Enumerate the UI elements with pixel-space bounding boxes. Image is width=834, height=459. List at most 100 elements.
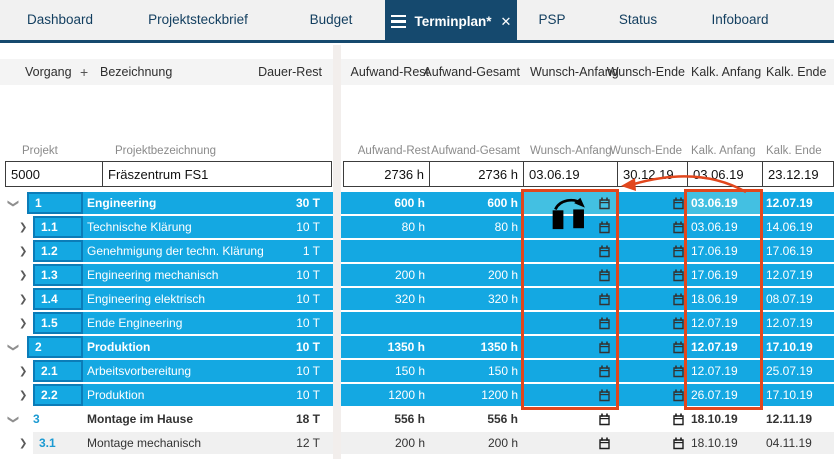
expand-chevron-icon[interactable]: ❯ xyxy=(19,221,28,233)
project-name-cell[interactable]: Fräszentrum FS1 xyxy=(102,161,332,187)
task-label[interactable]: Produktion xyxy=(87,340,151,354)
calendar-icon[interactable] xyxy=(598,341,611,354)
task-number[interactable]: 1.1 xyxy=(33,216,83,238)
col-kalk-anfang[interactable]: Kalk. Anfang xyxy=(691,65,762,79)
col-dauer-rest[interactable]: Dauer-Rest xyxy=(258,65,322,79)
task-label[interactable]: Montage im Hause xyxy=(87,412,194,426)
project-aufwand-rest-cell[interactable]: 2736 h xyxy=(343,161,430,187)
wunsch-anfang-cell[interactable] xyxy=(523,264,617,286)
aufwand-rest-cell[interactable]: 200 h xyxy=(394,436,425,450)
task-number[interactable]: 3 xyxy=(33,412,40,426)
kalk-ende-cell[interactable]: 12.07.19 xyxy=(766,316,813,330)
close-tab-icon[interactable]: ✕ xyxy=(500,13,512,29)
table-row[interactable]: ❯ 3.1 Montage mechanisch 12 T 200 h 200 … xyxy=(0,432,834,454)
task-label[interactable]: Ende Engineering xyxy=(87,316,183,330)
kalk-ende-cell[interactable]: 12.07.19 xyxy=(766,268,813,282)
wunsch-anfang-cell[interactable] xyxy=(523,312,617,334)
aufwand-gesamt-cell[interactable]: 556 h xyxy=(487,412,518,426)
kalk-anfang-cell[interactable]: 12.07.19 xyxy=(691,340,738,354)
kalk-ende-cell[interactable]: 04.11.19 xyxy=(766,436,812,450)
task-label[interactable]: Engineering mechanisch xyxy=(87,268,219,282)
calendar-icon[interactable] xyxy=(598,389,611,402)
aufwand-gesamt-cell[interactable]: 1200 h xyxy=(481,388,518,402)
wunsch-ende-cell[interactable] xyxy=(617,264,687,286)
expand-chevron-icon[interactable]: ❯ xyxy=(7,198,20,208)
calendar-icon[interactable] xyxy=(672,413,685,426)
aufwand-rest-cell[interactable] xyxy=(341,312,429,334)
aufwand-gesamt-cell[interactable] xyxy=(429,240,523,262)
calendar-icon[interactable] xyxy=(672,269,685,282)
table-row[interactable]: ❯ 3 Montage im Hause 18 T 556 h 556 h xyxy=(0,408,834,430)
kalk-anfang-cell[interactable]: 18.10.19 xyxy=(691,436,738,450)
task-number[interactable]: 1.2 xyxy=(33,240,83,262)
project-aufwand-gesamt-cell[interactable]: 2736 h xyxy=(429,161,524,187)
kalk-anfang-cell[interactable]: 03.06.19 xyxy=(691,220,738,234)
aufwand-rest-cell[interactable]: 320 h xyxy=(394,292,425,306)
wunsch-ende-cell[interactable] xyxy=(617,384,687,406)
kalk-anfang-cell[interactable]: 12.07.19 xyxy=(691,364,738,378)
task-number[interactable]: 1.3 xyxy=(33,264,83,286)
calendar-icon[interactable] xyxy=(672,245,685,258)
kalk-ende-cell[interactable]: 17.10.19 xyxy=(766,388,813,402)
kalk-ende-cell[interactable]: 12.11.19 xyxy=(766,412,813,426)
calendar-icon[interactable] xyxy=(598,437,611,450)
expand-chevron-icon[interactable]: ❯ xyxy=(19,389,28,401)
expand-chevron-icon[interactable]: ❯ xyxy=(19,293,28,305)
aufwand-rest-cell[interactable]: 600 h xyxy=(394,196,425,210)
col-kalk-ende[interactable]: Kalk. Ende xyxy=(766,65,827,79)
table-row[interactable]: ❯ 1.3 Engineering mechanisch 10 T 200 h … xyxy=(0,264,834,286)
expand-chevron-icon[interactable]: ❯ xyxy=(7,342,20,352)
calendar-icon[interactable] xyxy=(672,317,685,330)
kalk-anfang-cell[interactable]: 12.07.19 xyxy=(691,316,738,330)
expand-chevron-icon[interactable]: ❯ xyxy=(19,317,28,329)
kalk-ende-cell[interactable]: 14.06.19 xyxy=(766,220,813,234)
wunsch-anfang-cell[interactable] xyxy=(523,432,617,454)
task-label[interactable]: Produktion xyxy=(87,388,145,402)
calendar-icon[interactable] xyxy=(672,437,685,450)
menu-icon[interactable] xyxy=(390,14,406,29)
wunsch-anfang-cell[interactable] xyxy=(523,240,617,262)
dauer-rest-value[interactable]: 18 T xyxy=(295,412,320,426)
dauer-rest-value[interactable]: 10 T xyxy=(295,340,320,354)
expand-chevron-icon[interactable]: ❯ xyxy=(19,437,28,449)
aufwand-gesamt-cell[interactable]: 150 h xyxy=(487,364,518,378)
task-number[interactable]: 2 xyxy=(27,336,83,358)
wunsch-anfang-cell[interactable] xyxy=(523,384,617,406)
task-number[interactable]: 2.2 xyxy=(33,384,83,406)
dauer-rest-value[interactable]: 10 T xyxy=(296,316,320,330)
aufwand-gesamt-cell[interactable] xyxy=(429,312,523,334)
dauer-rest-value[interactable]: 10 T xyxy=(296,292,320,306)
dauer-rest-value[interactable]: 1 T xyxy=(302,244,320,258)
aufwand-gesamt-cell[interactable]: 1350 h xyxy=(480,340,518,354)
dauer-rest-value[interactable]: 10 T xyxy=(296,364,320,378)
table-row[interactable]: ❯ 1.2 Genehmigung der techn. Klärung 1 T xyxy=(0,240,834,262)
calendar-icon[interactable] xyxy=(598,245,611,258)
aufwand-rest-cell[interactable]: 150 h xyxy=(394,364,425,378)
aufwand-gesamt-cell[interactable]: 200 h xyxy=(487,268,518,282)
kalk-anfang-cell[interactable]: 26.07.19 xyxy=(691,388,738,402)
aufwand-rest-cell[interactable]: 200 h xyxy=(394,268,425,282)
wunsch-ende-cell[interactable] xyxy=(617,216,687,238)
wunsch-anfang-cell[interactable] xyxy=(523,288,617,310)
calendar-icon[interactable] xyxy=(598,365,611,378)
task-label[interactable]: Genehmigung der techn. Klärung xyxy=(87,244,264,258)
table-row[interactable]: ❯ 1.5 Ende Engineering 10 T xyxy=(0,312,834,334)
project-wunsch-ende-cell[interactable]: 30.12.19 xyxy=(617,161,688,187)
dauer-rest-value[interactable]: 10 T xyxy=(296,268,320,282)
add-task-icon[interactable]: + xyxy=(80,64,89,80)
project-kalk-ende-cell[interactable]: 23.12.19 xyxy=(762,161,834,187)
tab-infoboard[interactable]: Infoboard xyxy=(711,12,769,27)
dauer-rest-value[interactable]: 10 T xyxy=(296,388,320,402)
calendar-icon[interactable] xyxy=(598,221,611,234)
tab-status[interactable]: Status xyxy=(618,12,658,27)
calendar-icon[interactable] xyxy=(598,293,611,306)
aufwand-gesamt-cell[interactable]: 200 h xyxy=(487,436,518,450)
kalk-anfang-cell[interactable]: 18.10.19 xyxy=(691,412,738,426)
table-row[interactable]: ❯ 2.1 Arbeitsvorbereitung 10 T 150 h 150… xyxy=(0,360,834,382)
kalk-anfang-cell[interactable]: 18.06.19 xyxy=(691,292,738,306)
calendar-icon[interactable] xyxy=(672,341,685,354)
task-number[interactable]: 2.1 xyxy=(33,360,83,382)
aufwand-rest-cell[interactable]: 1350 h xyxy=(387,340,425,354)
task-number[interactable]: 1 xyxy=(27,192,83,214)
kalk-ende-cell[interactable]: 17.10.19 xyxy=(766,340,813,354)
